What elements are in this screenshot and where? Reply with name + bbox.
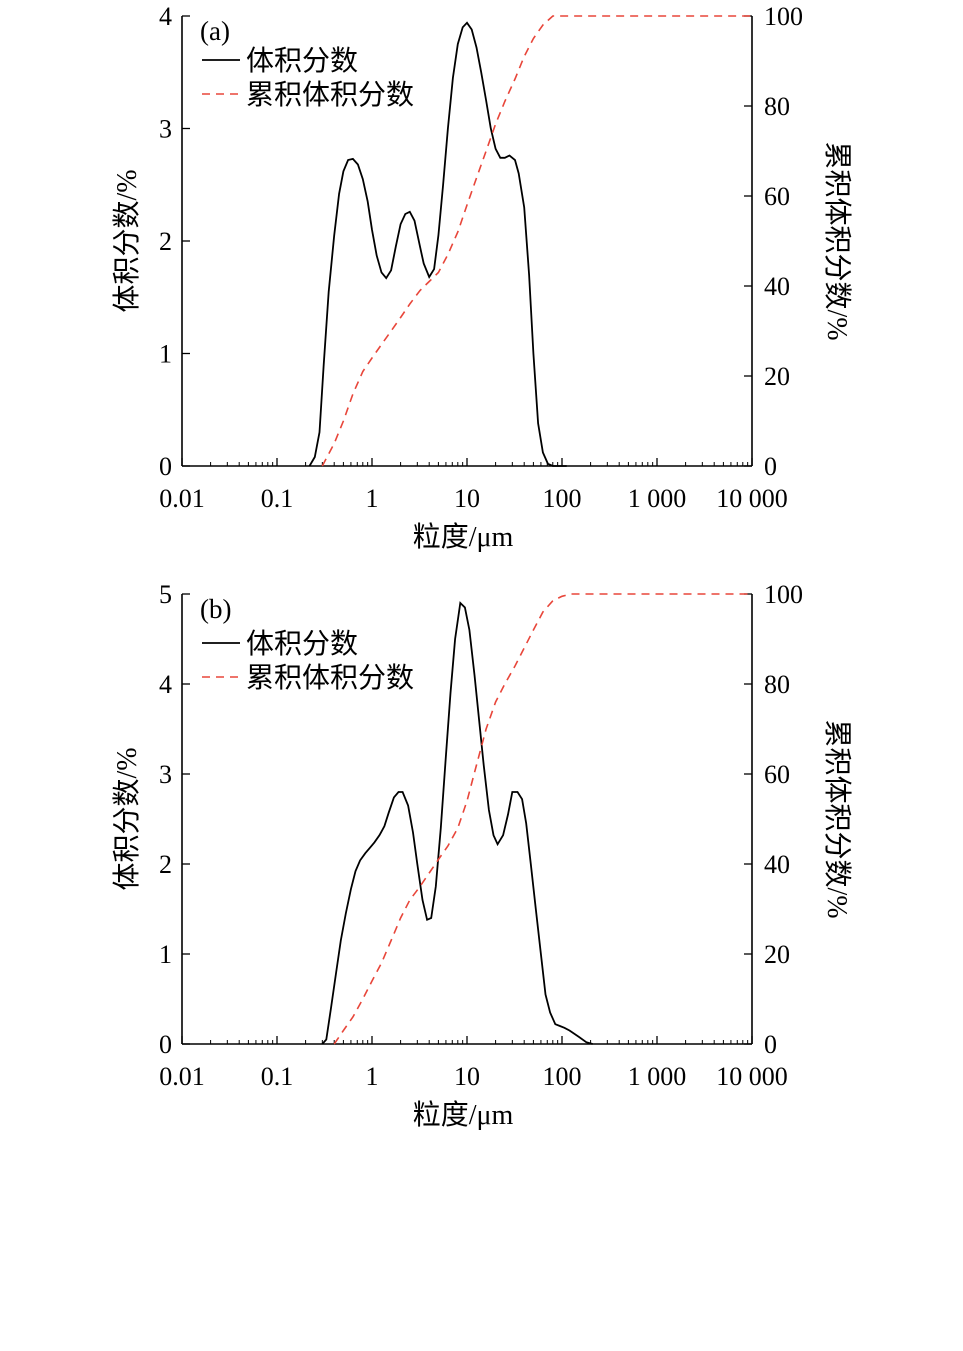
y-right-tick-label: 100: [764, 580, 803, 609]
legend-entry: 体积分数: [246, 45, 358, 77]
y-right-tick-label: 0: [764, 452, 777, 481]
x-axis-title: 粒度/μm: [413, 1099, 514, 1131]
y-right-tick-label: 80: [764, 670, 790, 699]
x-tick-label: 10: [454, 1062, 480, 1091]
legend-entry: 体积分数: [246, 628, 358, 660]
y-right-tick-label: 40: [764, 850, 790, 879]
x-tick-label: 0.01: [159, 1062, 205, 1091]
series-line-cumulative: [321, 15, 752, 467]
x-tick-label: 100: [543, 1062, 582, 1091]
panel-label: (a): [200, 16, 230, 46]
legend-entry: 累积体积分数: [246, 79, 414, 111]
series-line-cumulative: [333, 593, 752, 1045]
y-left-tick-label: 2: [159, 850, 172, 879]
x-tick-label: 0.1: [261, 1062, 294, 1091]
y-left-tick-label: 0: [159, 1030, 172, 1059]
y-axis-right-title: 累积体积分数/%: [821, 141, 853, 340]
y-left-tick-label: 1: [159, 940, 172, 969]
x-tick-label: 10 000: [716, 1062, 788, 1091]
y-left-tick-label: 2: [159, 227, 172, 256]
y-right-tick-label: 100: [764, 2, 803, 31]
x-tick-label: 100: [543, 484, 582, 513]
legend-entry: 累积体积分数: [246, 662, 414, 694]
y-axis-right-title: 累积体积分数/%: [821, 719, 853, 918]
x-tick-label: 10 000: [716, 484, 788, 513]
y-left-tick-label: 5: [159, 580, 172, 609]
y-left-tick-label: 1: [159, 340, 172, 369]
y-right-tick-label: 80: [764, 92, 790, 121]
series-line-volume: [308, 21, 567, 467]
y-axis-left-title: 体积分数/%: [111, 747, 143, 890]
y-left-tick-label: 3: [159, 760, 172, 789]
series-line-volume: [321, 601, 593, 1045]
y-right-tick-label: 20: [764, 362, 790, 391]
x-axis-title: 粒度/μm: [413, 521, 514, 553]
x-tick-label: 1: [366, 1062, 379, 1091]
panel-b: 0.01 0.1 1 10 100 1 000 10 000 0 1 2 3 4 5 0 20 40 60 80 1…: [111, 580, 853, 1131]
x-tick-label: 0.01: [159, 484, 205, 513]
x-tick-label: 0.1: [261, 484, 294, 513]
panel-label: (b): [200, 594, 231, 624]
y-left-tick-label: 0: [159, 452, 172, 481]
y-right-tick-label: 60: [764, 760, 790, 789]
y-left-tick-label: 3: [159, 115, 172, 144]
x-tick-label: 1: [366, 484, 379, 513]
y-left-tick-label: 4: [159, 670, 172, 699]
y-right-tick-label: 60: [764, 182, 790, 211]
y-axis-left-title: 体积分数/%: [111, 169, 143, 312]
y-right-tick-label: 40: [764, 272, 790, 301]
x-tick-label: 1 000: [628, 484, 687, 513]
y-left-tick-label: 4: [159, 2, 172, 31]
x-tick-label: 1 000: [628, 1062, 687, 1091]
y-right-tick-label: 20: [764, 940, 790, 969]
y-right-tick-label: 0: [764, 1030, 777, 1059]
panel-a: 0.01 0.1 1 10 100 1 000 10 0000123402040608010…: [111, 2, 853, 553]
x-tick-label: 10: [454, 484, 480, 513]
